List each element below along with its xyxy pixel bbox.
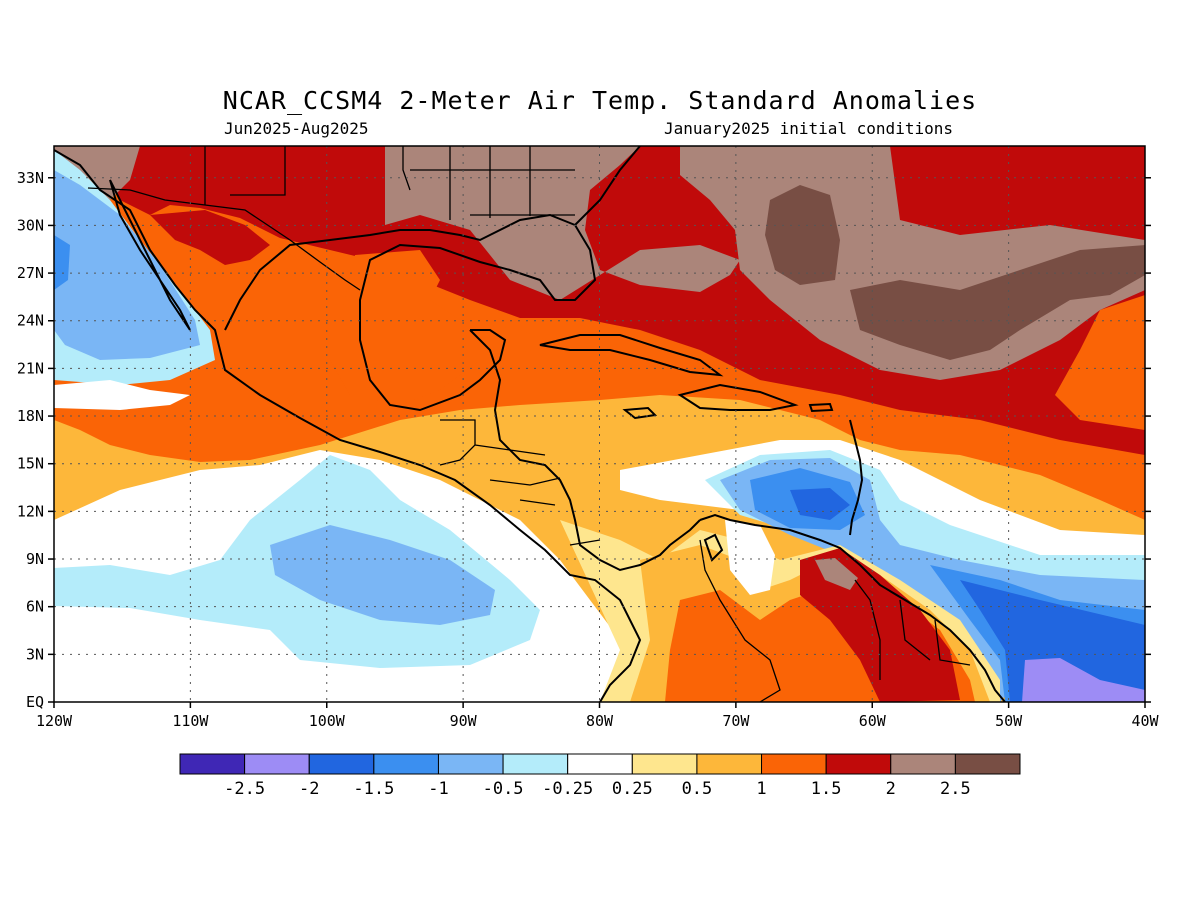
colorbar-label: 2.5 xyxy=(940,779,971,799)
guiana-very-strong-warm xyxy=(800,548,960,702)
colorbar-swatch xyxy=(308,753,375,775)
colombia-neutral xyxy=(725,520,775,595)
colorbar-label: 1.5 xyxy=(811,779,842,799)
jamaica xyxy=(622,406,658,420)
south-america-north-coast xyxy=(699,513,1006,702)
colorbar-label: -1 xyxy=(428,779,448,799)
us-state-lines xyxy=(204,146,575,220)
gulf-inner xyxy=(180,225,330,445)
initial-conditions: January2025 initial conditions xyxy=(664,119,953,138)
colorbar-label: -2 xyxy=(299,779,319,799)
lat-tick-label: 3N xyxy=(26,645,44,663)
caribbean-strong-cool xyxy=(790,488,850,520)
colorbar-swatch xyxy=(437,753,504,775)
lat-tick-label: 9N xyxy=(26,550,44,568)
borders xyxy=(87,146,971,702)
colorbar-swatch xyxy=(567,753,633,775)
colorbar: -2.5 -2 -1.5 -1 -0.5 -0.25 0.25 0.5 1 1.5 2 2.5 xyxy=(179,753,1021,799)
lon-tick-label: 40W xyxy=(1131,712,1159,730)
central-america-caribbean-coast xyxy=(469,329,701,572)
baja-neutral xyxy=(54,380,190,410)
lon-tick-label: 60W xyxy=(859,712,887,730)
lon-tick-label: 90W xyxy=(450,712,478,730)
puerto-rico xyxy=(808,402,834,413)
cuba xyxy=(539,334,724,377)
gulf-of-mexico-coast xyxy=(224,213,597,412)
lat-tick-label: EQ xyxy=(26,693,44,711)
colorbar-label: 0.25 xyxy=(612,779,653,799)
lesser-antilles xyxy=(849,419,864,536)
axis-ticks: 120W 110W 100W 90W 80W 70W 60W 50W 40W EQ 3N 6N 9N 12… xyxy=(17,169,1160,730)
southeast-us-extreme xyxy=(385,146,740,300)
colorbar-swatch xyxy=(954,753,1021,775)
graticule xyxy=(54,146,1145,702)
lat-tick-label: 15N xyxy=(17,455,44,473)
gulf-anomaly xyxy=(330,250,560,405)
atlantic-peak-2 xyxy=(850,245,1145,360)
lon-tick-label: 50W xyxy=(995,712,1023,730)
colorbar-swatch xyxy=(179,753,246,775)
colorbar-label: 0.5 xyxy=(682,779,713,799)
west-coast-cool-core xyxy=(54,235,70,290)
baja-peninsula xyxy=(109,179,191,331)
pacific-cool xyxy=(270,525,495,625)
colorbar-swatch xyxy=(631,753,698,775)
lat-tick-label: 18N xyxy=(17,407,44,425)
lon-tick-label: 110W xyxy=(172,712,209,730)
lat-tick-label: 27N xyxy=(17,264,44,282)
forecast-period: Jun2025-Aug2025 xyxy=(224,119,369,138)
guianas-borders xyxy=(854,579,971,680)
lat-tick-label: 6N xyxy=(26,598,44,616)
colorbar-swatch xyxy=(244,753,310,775)
lake-maracaibo xyxy=(703,533,724,562)
atlantic-peak-1 xyxy=(765,185,840,285)
lat-tick-label: 24N xyxy=(17,312,44,330)
us-mexico-border xyxy=(87,187,361,291)
north-america-pacific-coast xyxy=(54,149,642,702)
colorbar-label: -1.5 xyxy=(353,779,394,799)
colorbar-label: -0.5 xyxy=(483,779,524,799)
lat-tick-label: 33N xyxy=(17,169,44,187)
colorbar-swatch xyxy=(825,753,892,775)
lat-tick-label: 30N xyxy=(17,216,44,234)
colorbar-swatch xyxy=(761,753,827,775)
lon-tick-label: 70W xyxy=(722,712,750,730)
colorbar-label: -0.25 xyxy=(542,779,593,799)
lat-tick-label: 21N xyxy=(17,359,44,377)
colorbar-swatch xyxy=(502,753,569,775)
colorbar-label: -2.5 xyxy=(224,779,265,799)
colorbar-swatch xyxy=(890,753,956,775)
guiana-extreme-warm xyxy=(815,558,858,590)
lat-tick-label: 12N xyxy=(17,502,44,520)
coastlines xyxy=(54,146,1006,702)
mexico-strong xyxy=(150,210,270,265)
central-america-borders xyxy=(474,444,601,546)
colorbar-swatch xyxy=(373,753,439,775)
hispaniola xyxy=(677,383,799,411)
lon-tick-label: 80W xyxy=(586,712,614,730)
colorbar-swatch xyxy=(696,753,763,775)
map-title: NCAR_CCSM4 2-Meter Air Temp. Standard An… xyxy=(222,86,978,115)
lon-tick-label: 100W xyxy=(309,712,346,730)
colorbar-label: 1 xyxy=(756,779,766,799)
colombia-venezuela-border xyxy=(699,539,781,702)
west-coast-cool xyxy=(54,170,200,360)
guiana-offshore-strong-cool xyxy=(960,580,1145,702)
northwest-extreme xyxy=(54,146,140,200)
equatorial-extreme-cool xyxy=(1022,658,1145,702)
colorbar-label: 2 xyxy=(886,779,896,799)
east-coast-us xyxy=(574,146,641,226)
lon-tick-label: 120W xyxy=(36,712,73,730)
